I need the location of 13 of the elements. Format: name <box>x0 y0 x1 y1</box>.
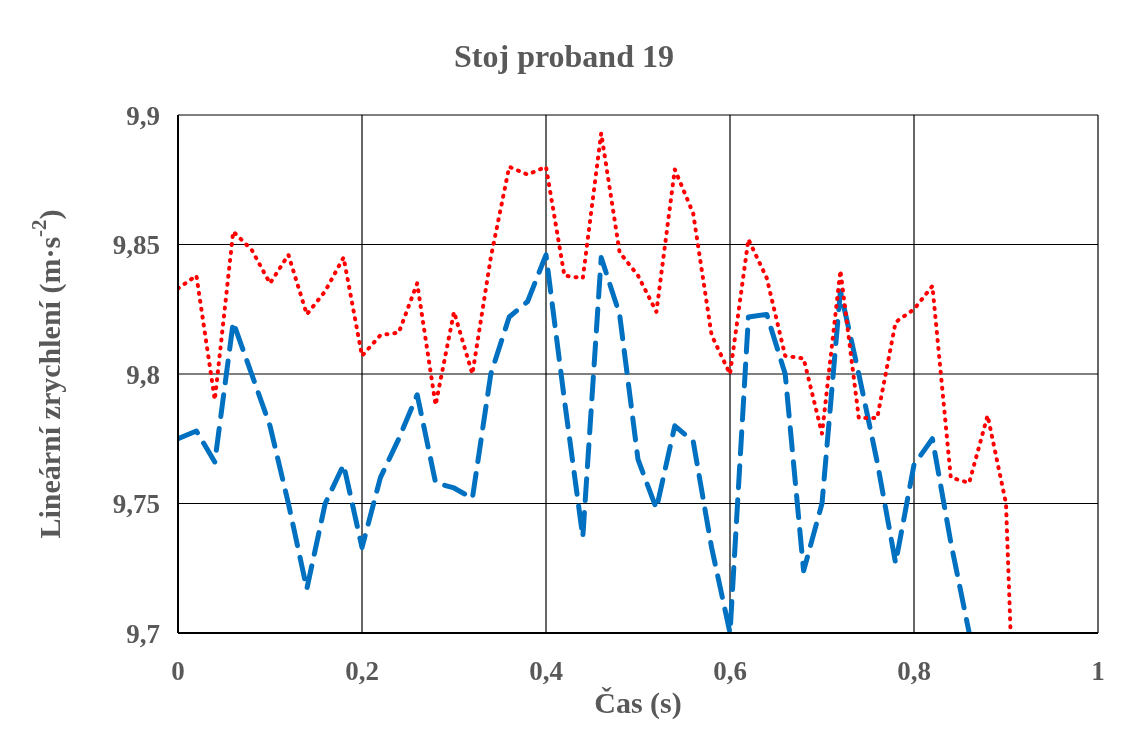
chart-title: Stoj proband 19 <box>453 38 675 75</box>
x-axis-title: Čas (s) <box>594 686 682 720</box>
y-tick-label: 9,8 <box>126 359 160 390</box>
x-tick-label: 0,4 <box>529 656 563 687</box>
x-tick-label: 1 <box>1091 656 1105 687</box>
y-tick-label: 9,9 <box>126 100 160 131</box>
x-tick-label: 0 <box>171 656 185 687</box>
y-tick-label: 9,85 <box>112 230 160 261</box>
y-tick-label: 9,7 <box>126 618 160 649</box>
x-tick-label: 0,8 <box>897 656 931 687</box>
y-tick-label: 9,75 <box>112 489 160 520</box>
x-tick-label: 0,2 <box>345 656 379 687</box>
x-tick-label: 0,6 <box>713 656 747 687</box>
